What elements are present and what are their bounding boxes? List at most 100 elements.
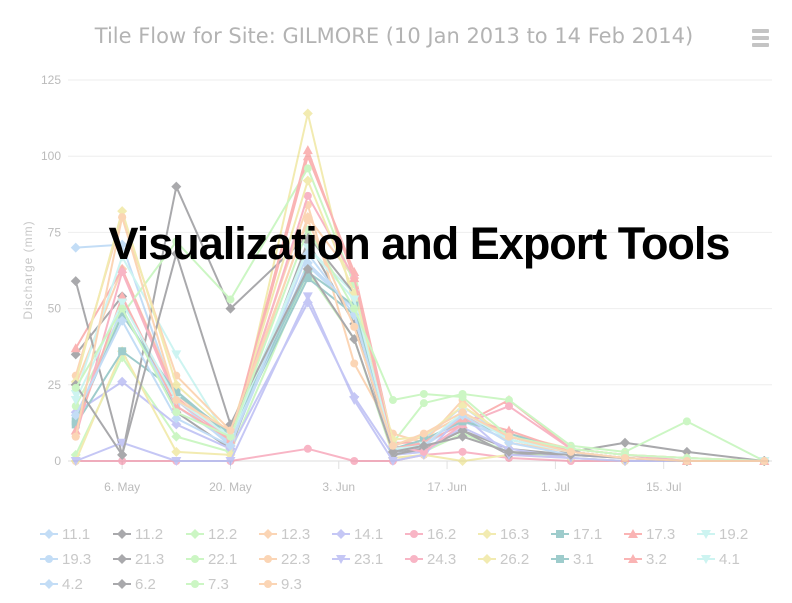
legend-24-3-point xyxy=(410,555,418,563)
legend-item-3-2[interactable]: 3.2 xyxy=(624,549,697,569)
series-3-1-point xyxy=(303,268,312,277)
series-22-1-point xyxy=(172,237,181,246)
series-17-1-point xyxy=(621,453,630,462)
legend-item-22-1[interactable]: 22.1 xyxy=(186,549,259,569)
x-tick-label: 20. May xyxy=(209,480,252,494)
series-6-2-point xyxy=(387,446,398,457)
series-16-2-point xyxy=(118,457,127,465)
series-16-3-point xyxy=(457,456,468,466)
series-11-2-point xyxy=(565,449,576,460)
series-14-1-point xyxy=(225,443,236,454)
series-4-1-point xyxy=(503,435,514,445)
series-12-3-point xyxy=(387,440,398,451)
legend-item-6-2[interactable]: 6.2 xyxy=(113,574,186,594)
legend-symbol-icon xyxy=(551,530,569,538)
series-11-2-point xyxy=(171,407,182,418)
series-12-3-point xyxy=(70,379,81,390)
series-12-2-point xyxy=(302,267,313,278)
series-6-2-point xyxy=(418,440,429,451)
legend-label: 12.2 xyxy=(208,525,238,543)
legend-item-12-3[interactable]: 12.3 xyxy=(259,524,332,544)
legend-symbol-icon xyxy=(186,529,204,539)
legend-symbol-icon xyxy=(40,529,58,539)
legend-19-2-point xyxy=(701,530,711,539)
legend-item-14-1[interactable]: 14.1 xyxy=(332,524,405,544)
legend-label: 12.3 xyxy=(281,525,311,543)
legend-item-4-1[interactable]: 4.1 xyxy=(697,549,770,569)
series-11-2-point xyxy=(302,236,313,247)
legend-item-11-2[interactable]: 11.2 xyxy=(113,524,186,544)
legend-item-21-3[interactable]: 21.3 xyxy=(113,549,186,569)
legend-symbol-icon xyxy=(186,555,204,563)
menu-icon[interactable] xyxy=(752,29,769,50)
series-11-2-point xyxy=(620,452,631,463)
series-11-2-point xyxy=(387,446,398,457)
legend-item-7-3[interactable]: 7.3 xyxy=(186,574,259,594)
series-19-2-point xyxy=(387,444,398,454)
legend-item-16-3[interactable]: 16.3 xyxy=(478,524,551,544)
series-17-3-point xyxy=(457,419,468,429)
series-26-2-point xyxy=(457,401,468,412)
legend-item-22-3[interactable]: 22.3 xyxy=(259,549,332,569)
legend-item-11-1[interactable]: 11.1 xyxy=(40,524,113,544)
series-21-3-point xyxy=(302,230,313,241)
series-22-1-point xyxy=(760,457,769,465)
series-19-3-point xyxy=(458,402,467,411)
legend-label: 16.3 xyxy=(500,525,530,543)
series-17-1-point xyxy=(71,420,80,429)
legend-item-9-3[interactable]: 9.3 xyxy=(259,574,332,594)
series-12-2-point xyxy=(457,428,468,439)
series-19-2-line xyxy=(74,246,765,462)
series-23-1-line xyxy=(75,295,765,462)
series-7-3-point xyxy=(388,396,397,405)
series-11-2-point xyxy=(349,318,360,329)
legend-item-3-1[interactable]: 3.1 xyxy=(551,549,624,569)
series-lines xyxy=(70,108,770,466)
series-11-2-point xyxy=(457,425,468,436)
series-4-1-point xyxy=(620,453,631,463)
series-11-1-point xyxy=(302,257,313,268)
series-17-3-point xyxy=(302,151,313,161)
series-9-3-point xyxy=(458,408,467,417)
series-3-1-point xyxy=(504,429,513,438)
series-11-2-point xyxy=(117,291,128,302)
series-22-1-point xyxy=(458,389,467,398)
chart-title: Tile Flow for Site: GILMORE (10 Jan 2013… xyxy=(94,24,693,48)
legend-7-3-point xyxy=(191,580,199,588)
series-17-1-point xyxy=(682,457,691,465)
legend-14-1-point xyxy=(336,529,346,539)
series-12-2-point xyxy=(70,449,81,460)
series-16-3-point xyxy=(681,456,692,466)
legend-symbol-icon xyxy=(113,579,131,589)
legend-item-17-3[interactable]: 17.3 xyxy=(624,524,697,544)
legend-symbol-icon xyxy=(405,530,423,538)
series-22-1-point xyxy=(303,164,312,173)
legend-item-17-1[interactable]: 17.1 xyxy=(551,524,624,544)
legend-item-24-3[interactable]: 24.3 xyxy=(405,549,478,569)
series-16-2-point xyxy=(621,457,630,465)
series-12-3-point xyxy=(503,428,514,439)
series-3-1-point xyxy=(621,453,630,462)
series-21-3-point xyxy=(171,181,182,192)
series-4-1-line xyxy=(74,246,765,462)
series-4-2-point xyxy=(418,440,429,451)
legend-item-19-2[interactable]: 19.2 xyxy=(697,524,770,544)
series-19-2-point xyxy=(457,408,468,418)
legend-item-12-2[interactable]: 12.2 xyxy=(186,524,259,544)
series-14-1-point xyxy=(117,376,128,387)
y-tick-label: 100 xyxy=(41,149,61,163)
series-14-1-point xyxy=(302,297,313,308)
series-12-3-point xyxy=(302,212,313,223)
series-6-2-point xyxy=(759,456,770,466)
series-16-2-point xyxy=(350,457,359,465)
series-12-3-line xyxy=(74,216,765,462)
series-16-2-point xyxy=(172,457,181,465)
series-17-1-point xyxy=(303,274,312,283)
legend-item-23-1[interactable]: 23.1 xyxy=(332,549,405,569)
legend-item-26-2[interactable]: 26.2 xyxy=(478,549,551,569)
legend-item-4-2[interactable]: 4.2 xyxy=(40,574,113,594)
series-group xyxy=(70,108,770,466)
legend-item-16-2[interactable]: 16.2 xyxy=(405,524,478,544)
legend-item-19-3[interactable]: 19.3 xyxy=(40,549,113,569)
series-4-2-point xyxy=(457,410,468,421)
